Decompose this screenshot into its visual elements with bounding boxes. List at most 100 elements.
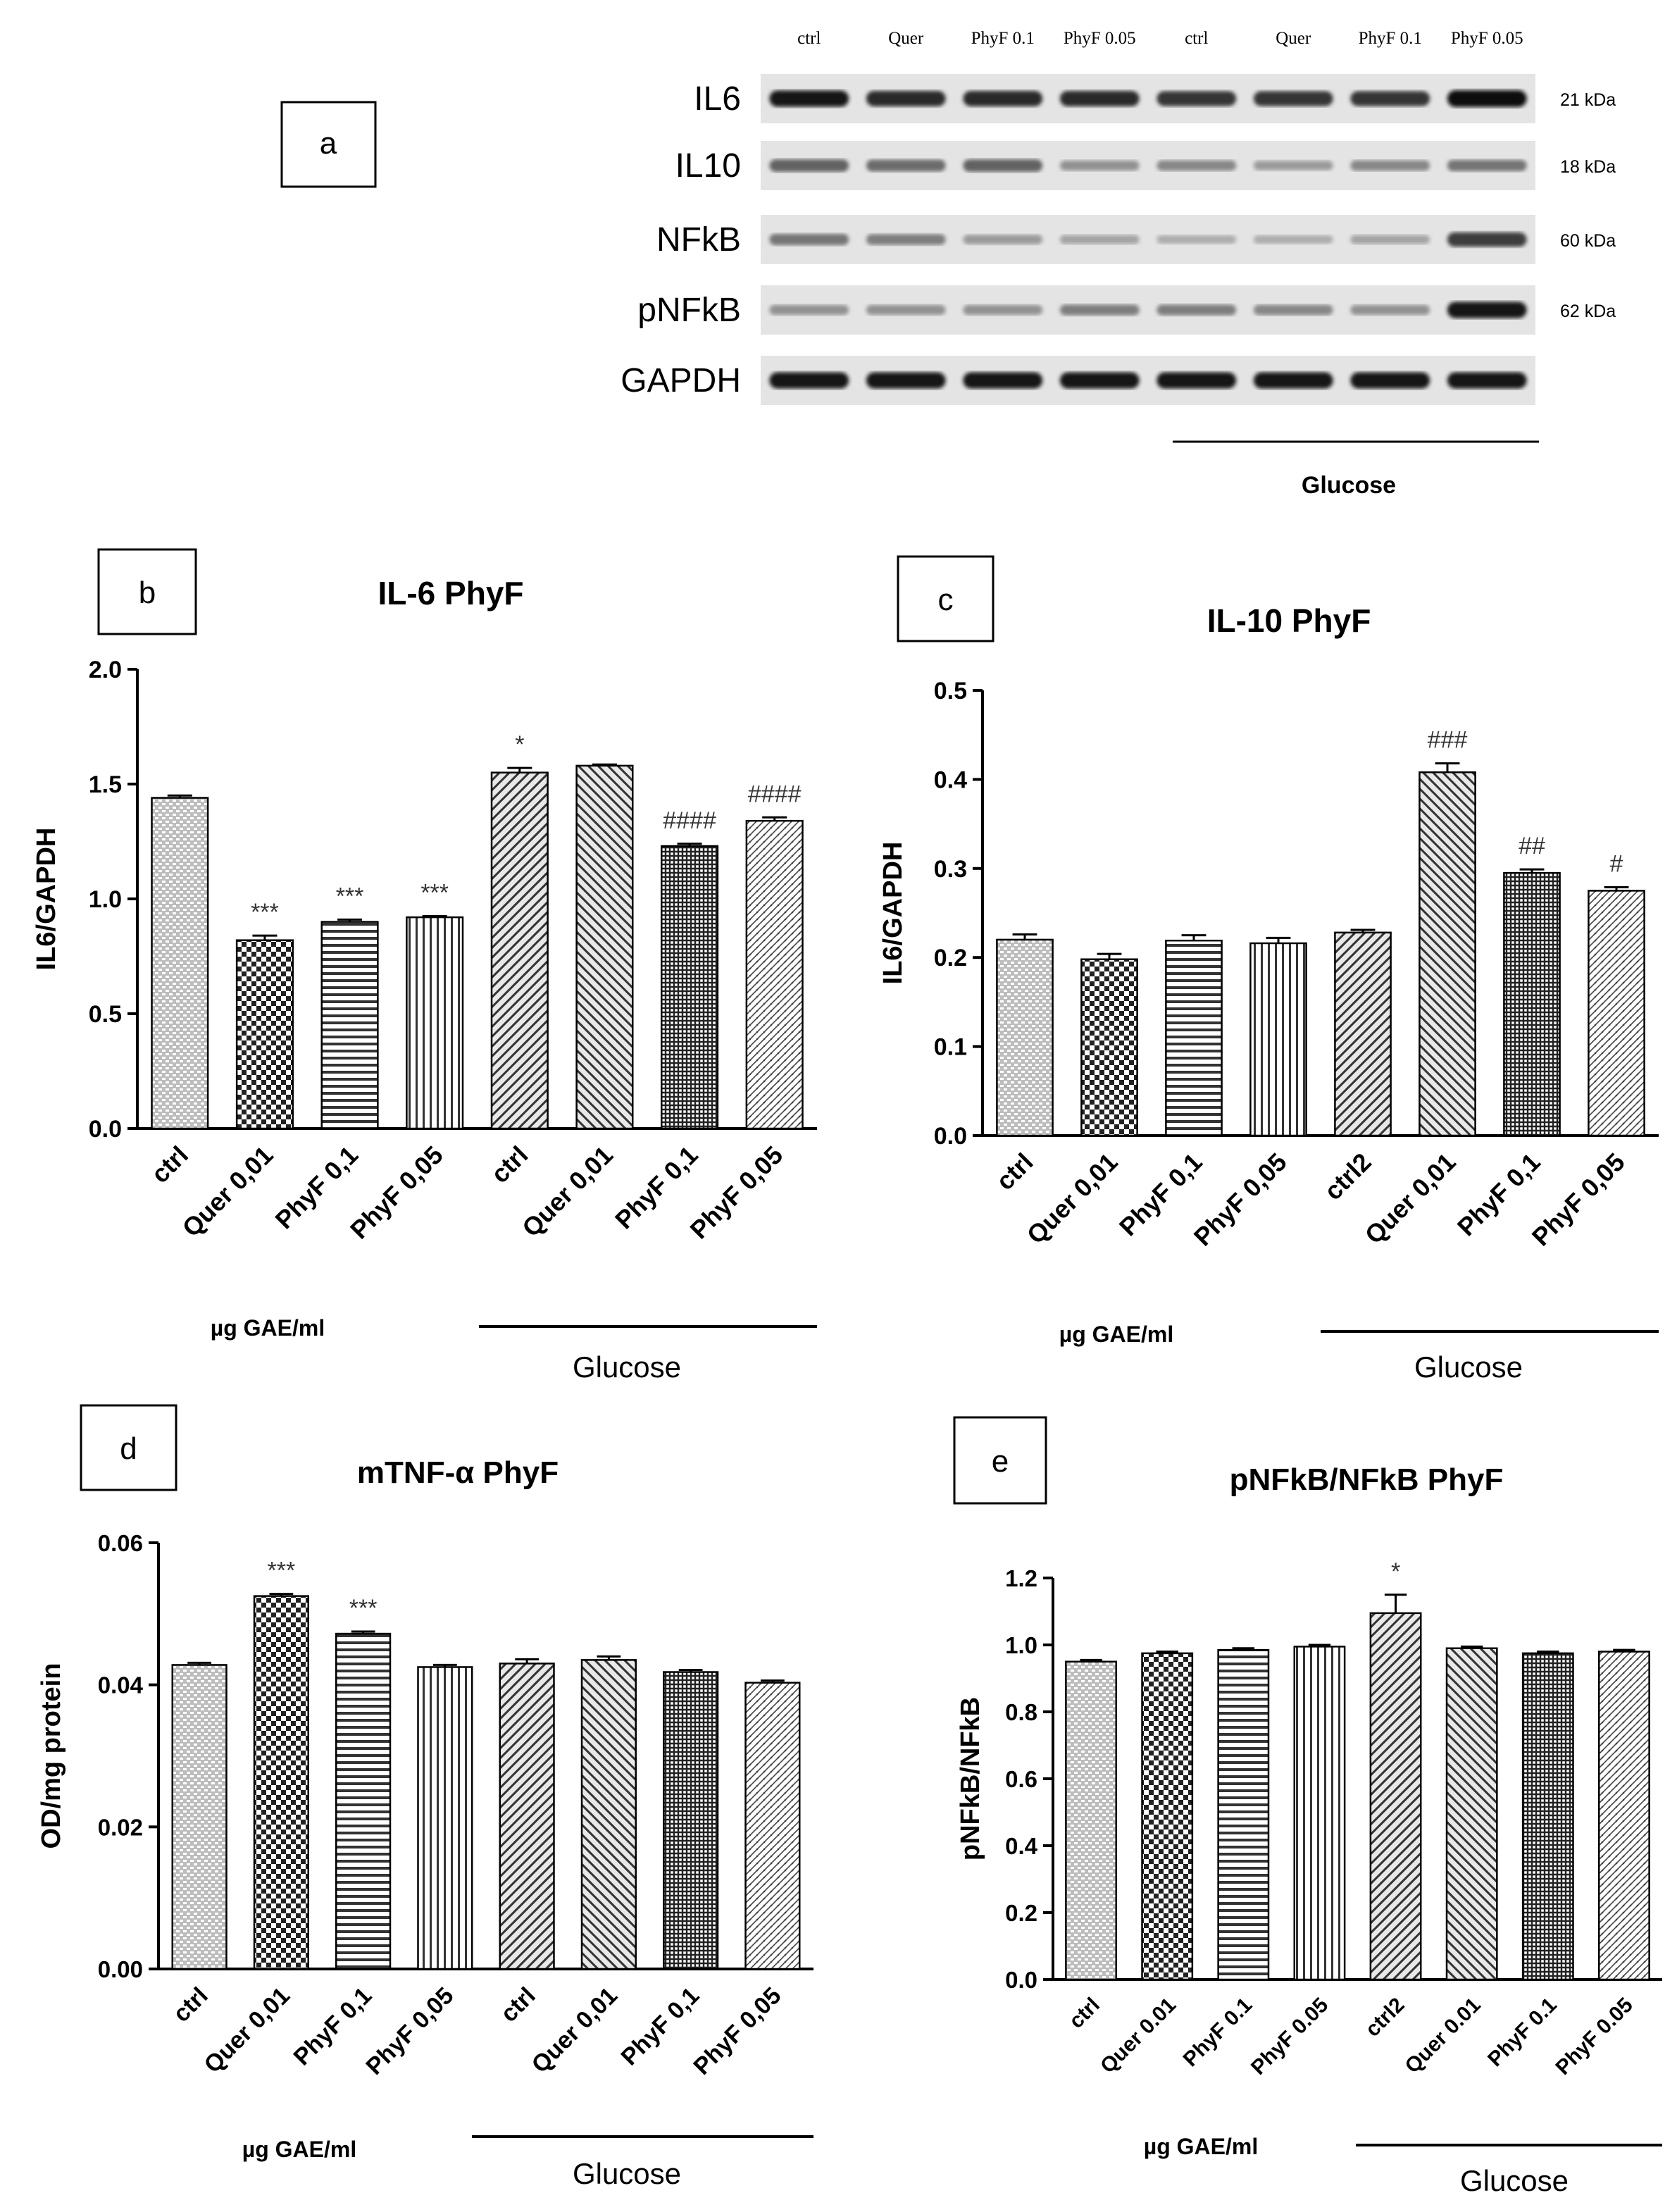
panel-letter: c [938,583,954,617]
blot-band [1059,160,1140,171]
x-tick-label: PhyF 0,05 [684,1141,788,1245]
blot-band [1350,235,1430,244]
panel-d-chart: d mTNF-α PhyF 0.00 0.02 0.04 0.06 OD/mg protei… [37,1404,813,2190]
x-tick-label: Quer 0,01 [527,1982,623,2078]
glucose-group-label: Glucose [1460,2164,1569,2197]
significance-label: #### [663,807,716,834]
significance-label: *** [336,883,364,909]
panel-c-chart: c IL-10 PhyF 0.0 0.1 0.2 0.3 0.4 0.5 IL6/GAPDH ct… [878,555,1659,1384]
panel-a-label-box: a [280,101,377,188]
bar [580,1659,637,1970]
blot-lane-label: ctrl [797,29,821,48]
blot-band [1253,235,1333,244]
y-tick-label: 1.0 [89,886,122,913]
y-tick-label: 0.4 [1005,1833,1038,1859]
panel-e-chart: e pNFkB/NFkB PhyF 0.0 0.2 0.4 0.6 0.8 1.0 1.2 pNF… [953,1416,1662,2197]
y-tick-label: 0.00 [98,1956,143,1982]
panel-label-box [953,1416,1047,1505]
significance-label: #### [748,781,802,807]
bar [406,916,464,1130]
bar [1521,1652,1574,1981]
blot-band [1253,91,1333,106]
x-tick-label: PhyF 0,05 [361,1982,459,2080]
y-tick-label: 0.0 [1005,1967,1037,1993]
significance-label: ### [1428,727,1468,754]
unit-label: µg GAE/ml [1144,2134,1258,2159]
bar [663,1671,719,1970]
x-tick-label: Quer 0,01 [199,1982,295,2078]
blot-protein-label: GAPDH [621,362,741,399]
y-axis-label: IL6/GAPDH [878,842,908,985]
blot-band [1253,161,1333,170]
blot-band [1253,304,1333,316]
blot-band [1157,235,1237,244]
significance-label: *** [349,1595,378,1622]
bar [1080,958,1138,1137]
blot-kda-label: 60 kDa [1560,231,1616,251]
blot-band [1447,232,1527,247]
bar [1249,942,1307,1137]
bar [1598,1651,1650,1981]
panel-b-chart: b IL-6 PhyF0.00.51.01.52.0IL6/GAPDHctrl**… [32,548,817,1384]
glucose-group-label: Glucose [1414,1350,1523,1384]
blot-band [769,159,849,172]
bar [1588,890,1645,1137]
bar [1334,931,1392,1137]
blot-band [866,91,946,106]
bar [151,797,209,1130]
x-tick-label: PhyF 0,05 [1188,1148,1292,1252]
x-tick-label: PhyF 0,05 [688,1982,786,2080]
blot-band [1350,372,1430,389]
significance-label: * [515,731,524,758]
blot-band [1447,302,1527,318]
blot-band [963,304,1043,316]
x-tick-label: PhyF 0.1 [1483,1994,1561,2072]
blot-band [769,304,849,316]
x-tick-label: PhyF 0,05 [1526,1148,1631,1252]
blot-protein-label: NFkB [656,221,741,259]
y-axis-label: pNFkB/NFkB [956,1697,985,1860]
bar [1141,1652,1194,1981]
blot-band [1447,90,1527,107]
blot-band [1253,372,1333,389]
blot-band [769,233,849,246]
y-tick-label: 0.1 [934,1034,967,1061]
x-tick-label: ctrl2 [1318,1148,1377,1206]
blot-band [963,235,1043,244]
y-tick-label: 0.5 [89,1001,122,1028]
y-tick-label: 0.3 [934,856,967,883]
blot-band [1157,91,1237,106]
x-tick-label: ctrl [990,1148,1039,1196]
panel-a-letter: a [320,126,337,161]
blot-band [1059,91,1140,106]
bar [171,1664,227,1970]
bar [253,1595,309,1970]
panel-letter: e [992,1444,1009,1479]
bar [1419,771,1476,1137]
panel-label-box [897,555,995,642]
blot-band [866,234,946,245]
x-tick-label: Quer 0,01 [177,1141,279,1243]
bar [235,939,294,1130]
blot-protein-label: IL6 [694,80,741,118]
unit-label: µg GAE/ml [211,1315,325,1341]
blot-band [866,372,946,389]
x-tick-label: ctrl2 [1361,1994,1409,2042]
blot-band [866,304,946,316]
bar [1445,1647,1498,1981]
unit-label: µg GAE/ml [1059,1322,1173,1347]
y-tick-label: 0.04 [98,1672,144,1698]
western-blot: ctrl Quer PhyF 0.1 PhyF 0.05 ctrl Quer PhyF 0.… [621,29,1616,499]
y-tick-label: 0.0 [89,1116,122,1143]
y-tick-label: 0.5 [934,678,967,704]
bar [744,1682,801,1970]
bar [1217,1648,1270,1981]
blot-band [963,372,1043,389]
bar [490,771,549,1130]
glucose-group-label: Glucose [573,1350,681,1384]
bar [1065,1660,1117,1981]
y-axis-label: OD/mg protein [37,1663,66,1849]
y-tick-label: 1.0 [1005,1632,1037,1658]
bar [661,845,719,1130]
blot-band [1447,372,1527,389]
